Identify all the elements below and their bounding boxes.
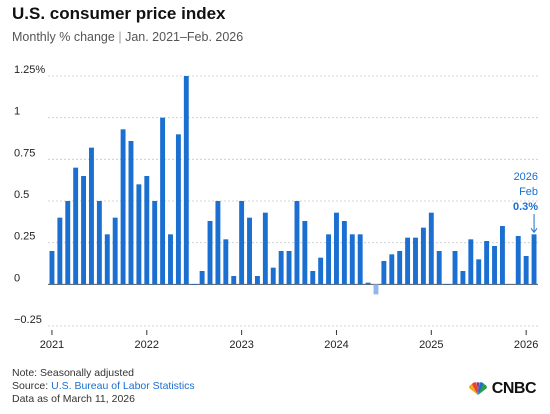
bar <box>523 256 529 285</box>
bar <box>160 117 166 285</box>
bar <box>531 234 537 285</box>
chart-title: U.S. consumer price index <box>12 4 226 23</box>
chart-footer: Note: Seasonally adjusted Source: U.S. B… <box>12 367 195 406</box>
bar <box>476 259 482 285</box>
bar <box>152 201 158 285</box>
bar <box>499 226 505 285</box>
bar <box>357 234 363 285</box>
bar <box>270 267 276 285</box>
bar <box>207 221 213 285</box>
x-tick-label: 2025 <box>419 339 443 351</box>
subtitle-separator: | <box>118 30 122 44</box>
source-line: Source: U.S. Bureau of Labor Statistics <box>12 380 195 393</box>
bar <box>144 176 150 285</box>
bar <box>444 284 450 285</box>
bar <box>191 284 197 285</box>
bar-series <box>49 76 537 295</box>
bar <box>215 201 221 285</box>
bar <box>294 201 300 285</box>
y-tick-label: 1 <box>14 106 20 118</box>
bar <box>120 129 126 285</box>
bar <box>231 276 237 285</box>
bar <box>49 251 55 285</box>
x-tick-label: 2024 <box>324 339 348 351</box>
bar <box>81 176 87 285</box>
bar <box>239 201 245 285</box>
source-label: Source: <box>12 380 52 392</box>
peacock-icon <box>468 382 487 395</box>
subtitle-period: Jan. 2021–Feb. 2026 <box>125 30 244 44</box>
bar <box>302 221 308 285</box>
bar <box>428 212 434 285</box>
bar <box>262 212 268 285</box>
bar <box>468 239 474 285</box>
bar <box>365 282 371 285</box>
source-link[interactable]: U.S. Bureau of Labor Statistics <box>51 380 195 392</box>
x-tick-label: 2026 <box>514 339 538 351</box>
bar <box>420 227 426 285</box>
y-tick-label: 1.25% <box>14 64 45 76</box>
bar <box>397 251 403 285</box>
bar <box>104 234 110 285</box>
bar <box>136 184 142 285</box>
y-tick-label: 0.25 <box>14 231 35 243</box>
bar <box>183 76 189 285</box>
bar <box>65 201 71 285</box>
bar <box>286 251 292 285</box>
subtitle-measure: Monthly % change <box>12 30 115 44</box>
bar <box>452 251 458 285</box>
x-tick-label: 2023 <box>229 339 253 351</box>
annotation-arrow-head <box>530 228 538 234</box>
y-axis-ticks: −0.25 0 0.25 0.5 0.75 1 1.25% <box>14 64 45 326</box>
footnote: Note: Seasonally adjusted <box>12 367 134 379</box>
bar <box>460 271 466 285</box>
bar <box>168 234 173 285</box>
annotation-month: Feb <box>519 186 538 198</box>
x-tick-label: 2022 <box>135 339 159 351</box>
bar <box>318 257 324 285</box>
y-tick-label: 0.5 <box>14 189 29 201</box>
x-axis-ticks: 2021 2022 2023 2024 2025 2026 <box>40 330 538 351</box>
bar <box>310 271 316 285</box>
bar <box>492 246 497 285</box>
bar <box>341 221 347 285</box>
bar <box>405 237 411 285</box>
bar <box>484 241 490 285</box>
y-tick-label: 0 <box>14 272 20 284</box>
bar <box>199 271 205 285</box>
bar <box>73 167 79 285</box>
chart-subtitle: Monthly % change | Jan. 2021–Feb. 2026 <box>12 30 243 44</box>
bar <box>334 212 339 285</box>
bar <box>413 237 418 285</box>
bar <box>223 239 229 285</box>
bar <box>278 251 284 285</box>
bar <box>57 217 63 285</box>
bar <box>515 236 521 285</box>
bar <box>96 201 102 285</box>
y-tick-label: −0.25 <box>14 314 42 326</box>
bar <box>389 254 395 285</box>
bar <box>175 134 181 285</box>
bar <box>128 141 134 285</box>
annotation-year: 2026 <box>514 171 538 183</box>
logo-wordmark: CNBC <box>491 380 537 397</box>
bar <box>247 217 252 285</box>
bar <box>373 284 379 295</box>
cpi-bar-chart: −0.25 0 0.25 0.5 0.75 1 1.25% 2021 2022 2023 2024… <box>14 64 538 351</box>
latest-annotation: 2026 Feb 0.3% <box>513 171 538 234</box>
bar <box>112 217 118 285</box>
data-date: Data as of March 11, 2026 <box>12 393 135 405</box>
annotation-value: 0.3% <box>513 201 538 213</box>
bar <box>349 234 355 285</box>
cnbc-logo: CNBC <box>467 380 537 398</box>
bar <box>436 251 442 285</box>
bar <box>89 147 94 285</box>
bar <box>254 276 260 285</box>
bar <box>381 261 387 285</box>
x-tick-label: 2021 <box>40 339 64 351</box>
y-tick-label: 0.75 <box>14 147 35 159</box>
bar <box>326 234 332 285</box>
